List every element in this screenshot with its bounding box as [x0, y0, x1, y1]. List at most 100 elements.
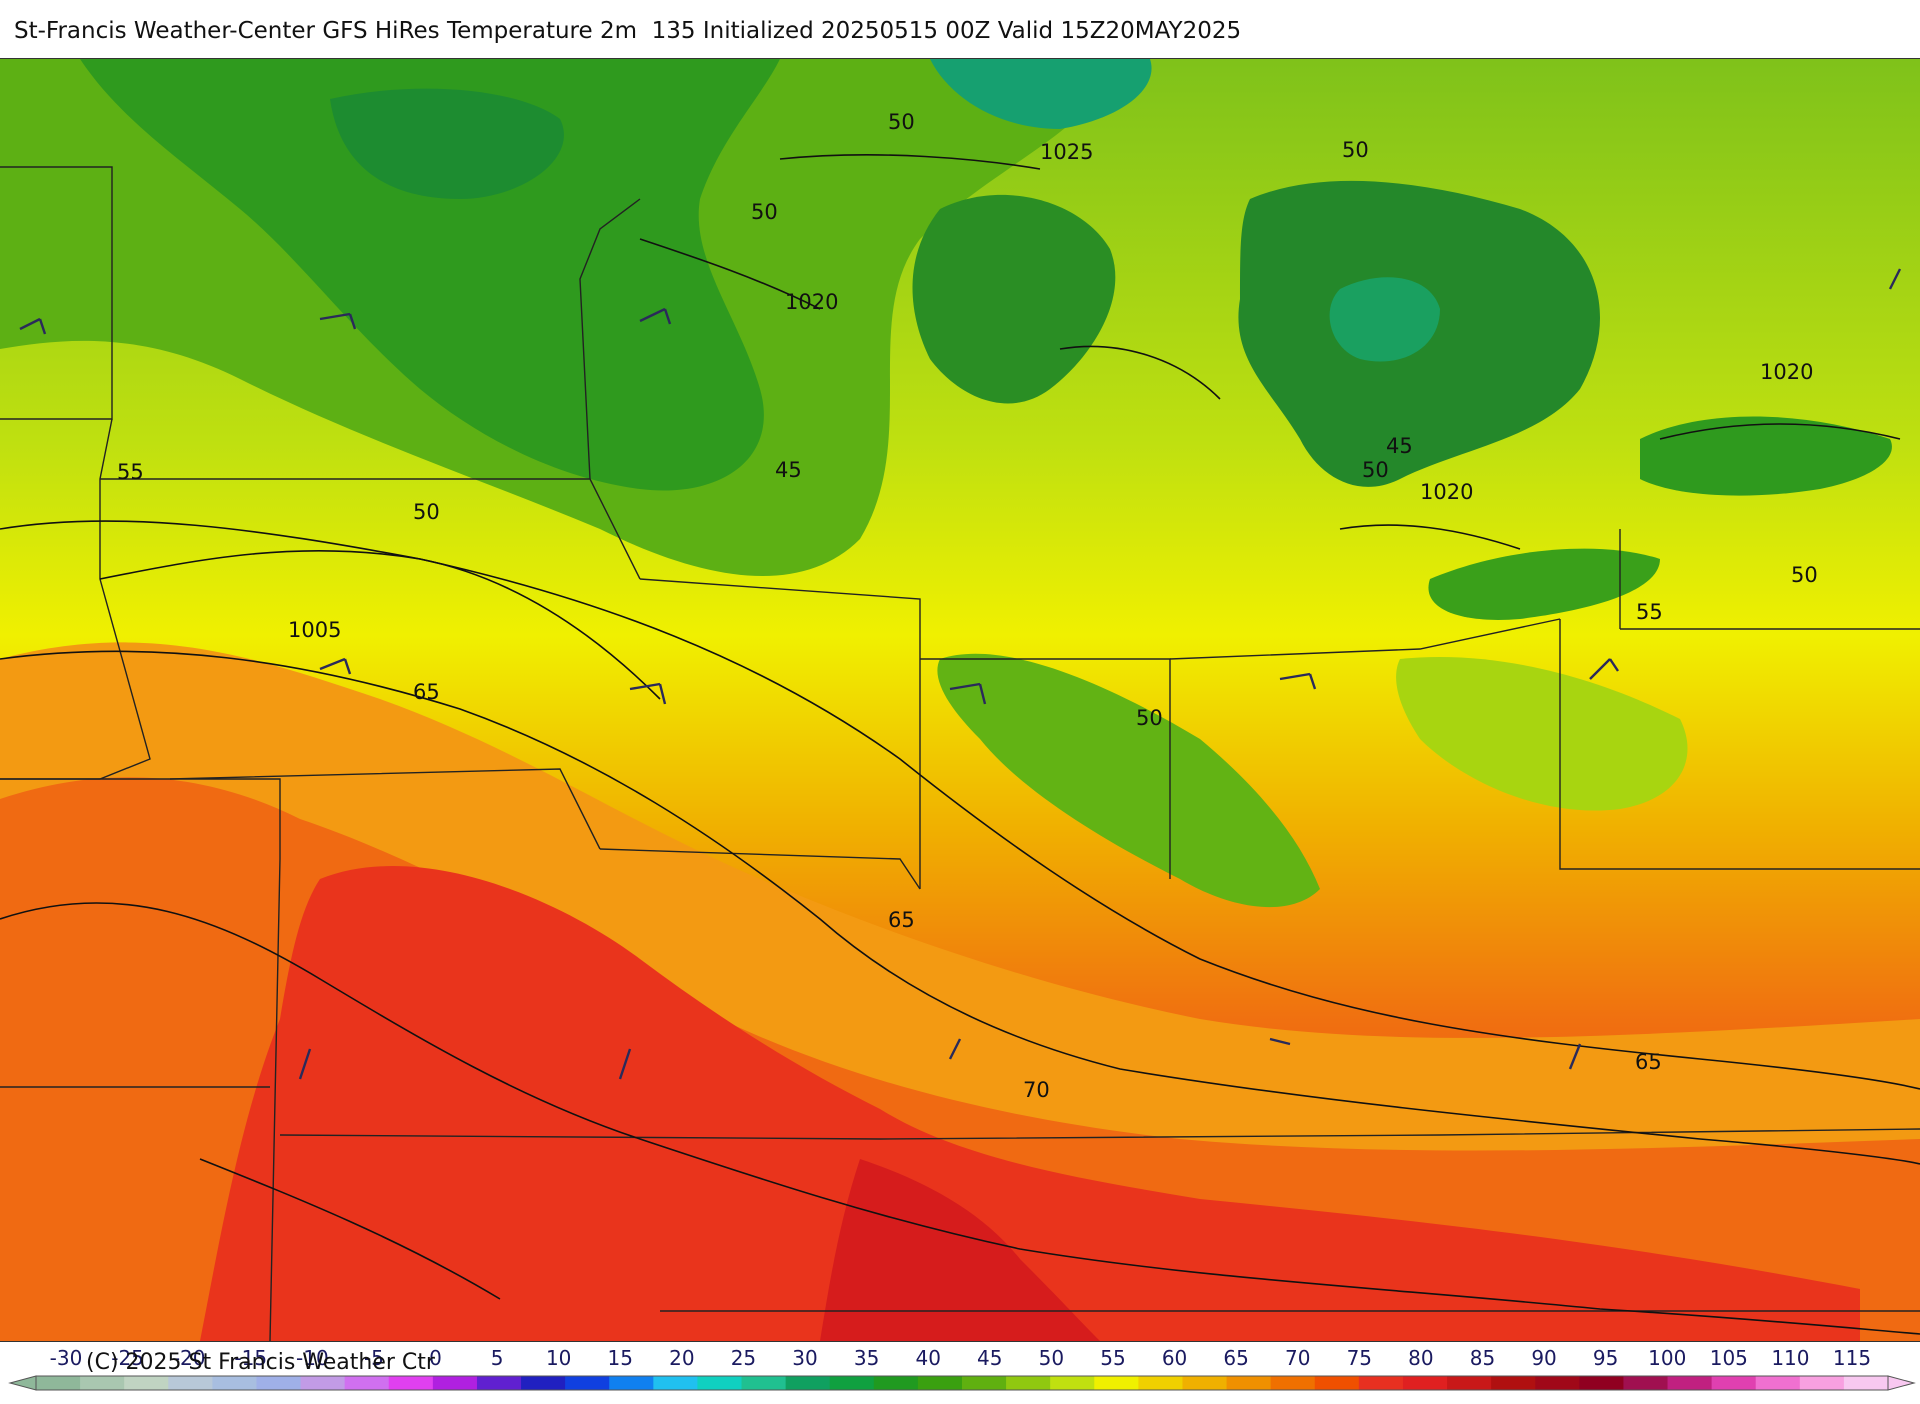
temperature-map-canvas: 1025 1020 1020 1020 1005 50 50 50 45 45 …	[0, 59, 1920, 1341]
color-scale-swatch	[212, 1376, 257, 1390]
color-scale-swatch	[1050, 1376, 1095, 1390]
color-scale-outline	[35, 1375, 1889, 1391]
color-scale-swatch	[1535, 1376, 1580, 1390]
color-scale-swatch	[388, 1376, 434, 1390]
isobar-label-5: 1005	[288, 618, 341, 642]
isotherm-label-6: 50	[1362, 458, 1389, 482]
color-scale-swatch	[1402, 1376, 1448, 1390]
wind-barbs	[19, 268, 1902, 1080]
color-scale-swatch	[609, 1376, 654, 1390]
temperature-zone-lake-huron-core	[1329, 277, 1440, 362]
color-scale-swatch	[697, 1376, 743, 1390]
color-scale-tick-label: 20	[669, 1346, 695, 1370]
color-scale-swatch	[168, 1376, 213, 1390]
color-scale-swatch	[1138, 1376, 1183, 1390]
temperature-zone-lake-michigan	[912, 194, 1116, 404]
color-scale-swatch	[1270, 1376, 1316, 1390]
color-scale-swatch	[741, 1376, 787, 1390]
color-scale-tick-label: 40	[915, 1346, 941, 1370]
isobar-label-1: 1025	[1040, 140, 1093, 164]
isotherm-label-11: 65	[413, 680, 440, 704]
color-scale-tick-label: 60	[1161, 1346, 1188, 1370]
color-scale-swatch	[1711, 1376, 1757, 1390]
color-scale-swatch	[873, 1376, 919, 1390]
color-scale-tick-label: 25	[730, 1346, 757, 1370]
color-scale-tick-label: 45	[977, 1346, 1003, 1370]
color-scale-swatch	[1182, 1376, 1228, 1390]
color-scale-swatch	[565, 1376, 610, 1390]
isotherm-label-10: 50	[1791, 563, 1818, 587]
color-scale-swatch	[36, 1376, 81, 1390]
color-scale-tick-label: 35	[853, 1346, 880, 1370]
color-scale-swatch	[829, 1376, 875, 1390]
isotherm-label-14: 70	[1023, 1078, 1050, 1102]
color-scale-tick-label: 5	[490, 1346, 504, 1370]
color-scale-swatch	[785, 1376, 831, 1390]
color-scale-swatch	[300, 1376, 346, 1390]
temperature-zone-lake-erie	[1428, 548, 1660, 620]
isobar-label-4: 1020	[1760, 360, 1813, 384]
isobar-label-3: 1020	[1420, 480, 1473, 504]
color-scale-tick-label: 115	[1832, 1346, 1872, 1370]
color-scale-swatch	[917, 1376, 963, 1390]
color-scale-swatch	[80, 1376, 125, 1390]
color-scale-tick-label: 100	[1648, 1346, 1687, 1370]
isotherm-label-1: 50	[888, 110, 915, 134]
color-scale-tick-label: 15	[607, 1346, 633, 1370]
color-scale-swatch	[256, 1376, 302, 1390]
temperature-zone-deep-green-north	[330, 88, 564, 199]
color-scale-tick-label: -10	[296, 1346, 329, 1370]
map-title: St-Francis Weather-Center GFS HiRes Temp…	[14, 18, 1242, 44]
contour-lines	[0, 154, 1920, 1335]
color-scale-tick-label: 50	[1038, 1346, 1065, 1370]
color-scale-swatch	[1755, 1376, 1801, 1390]
color-scale-swatch	[653, 1376, 698, 1390]
isotherm-label-3: 50	[1342, 138, 1369, 162]
color-scale-tick-label: -15	[234, 1346, 268, 1370]
color-scale-tick-label: -20	[172, 1346, 206, 1370]
color-scale-swatch	[962, 1376, 1007, 1390]
temperature-zone-green-midwest	[937, 653, 1320, 908]
color-scale-swatch	[124, 1376, 169, 1390]
color-scale-swatch	[1094, 1376, 1139, 1390]
temperature-zone-green-east	[1396, 657, 1688, 811]
color-scale-swatch	[1799, 1376, 1845, 1390]
temperature-map: 1025 1020 1020 1020 1005 50 50 50 45 45 …	[0, 58, 1920, 1342]
color-scale-tick-label: 105	[1709, 1346, 1748, 1370]
isotherm-label-5: 45	[1386, 434, 1413, 458]
color-scale-tick-label: 70	[1284, 1346, 1311, 1370]
color-scale-tick-label: 85	[1469, 1346, 1496, 1370]
color-scale-tick-label: 75	[1346, 1346, 1373, 1370]
color-scale-swatch	[1623, 1376, 1669, 1390]
temperature-zone-lake-ontario	[1640, 416, 1892, 496]
color-scale-tick-label: -5	[363, 1346, 384, 1370]
isobar-label-2: 1020	[785, 290, 838, 314]
temperature-zone-red	[200, 866, 1860, 1341]
color-scale-tick-label: 90	[1531, 1346, 1557, 1370]
temperature-zone-teal-north	[930, 59, 1152, 129]
color-scale-tick-label: 65	[1223, 1346, 1249, 1370]
isotherm-label-4: 45	[775, 458, 802, 482]
color-scale-left-arrow	[8, 1375, 37, 1391]
color-scale-bar	[8, 1375, 1916, 1391]
isotherm-label-12: 50	[1136, 706, 1163, 730]
isotherm-label-13: 65	[888, 908, 915, 932]
temperature-color-scale: -30 -25 -20 -15 -10 -5 0 5 10 15 20 25 30 35 40 45 50 55 6…	[0, 1340, 1920, 1400]
isotherm-label-8: 50	[413, 500, 440, 524]
color-scale-tick-label: -30	[49, 1346, 83, 1370]
isotherm-label-9: 55	[1636, 600, 1663, 624]
color-scale-swatch	[1006, 1376, 1051, 1390]
color-scale-tick-label: 0	[429, 1346, 442, 1370]
color-scale-swatch	[1491, 1376, 1536, 1390]
color-scale-tick-label: 30	[792, 1346, 818, 1370]
color-scale-swatch	[476, 1376, 522, 1390]
temperature-zone-dark-green-north	[80, 59, 780, 491]
color-scale-swatch	[344, 1376, 390, 1390]
color-scale-tick-label: 110	[1771, 1346, 1810, 1370]
color-scale-swatch	[1314, 1376, 1360, 1390]
color-scale-swatch	[1579, 1376, 1624, 1390]
copyright-notice: (C) 2025 St Francis Weather Ctr	[86, 1350, 435, 1375]
color-scale-swatch	[1447, 1376, 1492, 1390]
color-scale-right-arrow	[1887, 1375, 1916, 1391]
color-scale-swatch	[1667, 1376, 1713, 1390]
